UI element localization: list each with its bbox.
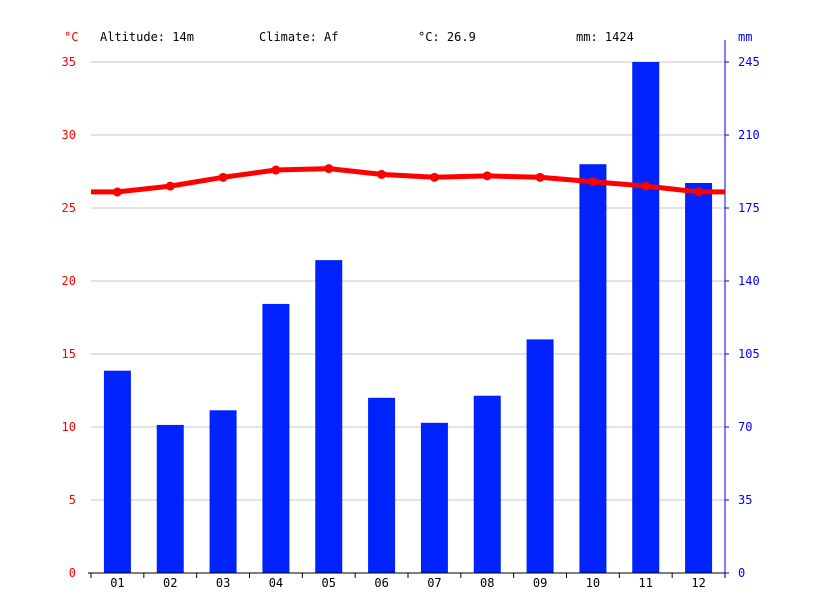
y-tick-label: 20 bbox=[62, 274, 76, 288]
precip-bar bbox=[579, 164, 607, 573]
temperature-point bbox=[535, 172, 545, 182]
gridlines bbox=[91, 61, 725, 501]
temperature-point bbox=[165, 181, 175, 191]
temperature-point bbox=[271, 165, 281, 175]
precip-bar bbox=[632, 62, 660, 573]
y-tick-label: 5 bbox=[69, 493, 76, 507]
temperature-series-line bbox=[91, 166, 725, 195]
axes bbox=[88, 40, 729, 578]
climate-label: Climate: Af bbox=[259, 30, 338, 44]
precip-bar bbox=[526, 339, 554, 573]
temperature-point bbox=[324, 164, 334, 174]
x-tick-label: 09 bbox=[533, 576, 547, 590]
temp-unit-label: °C bbox=[64, 30, 78, 44]
x-tick-label: 05 bbox=[322, 576, 336, 590]
y-tick-label: 35 bbox=[62, 55, 76, 69]
temperature-line bbox=[91, 164, 725, 197]
temperature-point bbox=[377, 169, 387, 179]
precip-bar bbox=[262, 303, 290, 573]
x-tick-label: 04 bbox=[269, 576, 283, 590]
y2-tick-label: 105 bbox=[738, 347, 760, 361]
y-tick-label: 30 bbox=[62, 128, 76, 142]
precip-bar bbox=[315, 260, 343, 573]
y2-tick-label: 35 bbox=[738, 493, 752, 507]
precipitation-bars bbox=[103, 62, 713, 573]
x-tick-label: 02 bbox=[163, 576, 177, 590]
avg-temp-label: °C: 26.9 bbox=[418, 30, 476, 44]
y-tick-label: 0 bbox=[69, 566, 76, 580]
total-precip-label: mm: 1424 bbox=[576, 30, 634, 44]
y-tick-label: 25 bbox=[62, 201, 76, 215]
temperature-point bbox=[588, 177, 598, 187]
x-tick-label: 07 bbox=[427, 576, 441, 590]
y-tick-label: 10 bbox=[62, 420, 76, 434]
temperature-point bbox=[112, 187, 122, 197]
y-tick-label: 15 bbox=[62, 347, 76, 361]
temperature-point bbox=[218, 172, 228, 182]
x-tick-label: 03 bbox=[216, 576, 230, 590]
y2-tick-label: 245 bbox=[738, 55, 760, 69]
altitude-label: Altitude: 14m bbox=[100, 30, 194, 44]
x-tick-label: 12 bbox=[691, 576, 705, 590]
x-tick-label: 08 bbox=[480, 576, 494, 590]
precip-bar bbox=[103, 370, 131, 573]
precip-bar bbox=[685, 182, 713, 573]
x-tick-label: 01 bbox=[110, 576, 124, 590]
temperature-point bbox=[694, 187, 704, 197]
precip-bar bbox=[473, 395, 501, 573]
precip-unit-label: mm bbox=[738, 30, 752, 44]
precip-bar bbox=[420, 422, 448, 573]
x-tick-label: 06 bbox=[374, 576, 388, 590]
y2-tick-label: 0 bbox=[738, 566, 745, 580]
x-tick-label: 10 bbox=[586, 576, 600, 590]
y2-tick-label: 175 bbox=[738, 201, 760, 215]
y2-tick-label: 70 bbox=[738, 420, 752, 434]
y2-tick-label: 210 bbox=[738, 128, 760, 142]
x-tick-label: 11 bbox=[639, 576, 653, 590]
precip-bar bbox=[156, 424, 184, 573]
precip-bar bbox=[209, 410, 237, 573]
temperature-point bbox=[482, 171, 492, 181]
temperature-point bbox=[641, 181, 651, 191]
y2-tick-label: 140 bbox=[738, 274, 760, 288]
precip-bar bbox=[368, 397, 396, 573]
temperature-point bbox=[429, 172, 439, 182]
